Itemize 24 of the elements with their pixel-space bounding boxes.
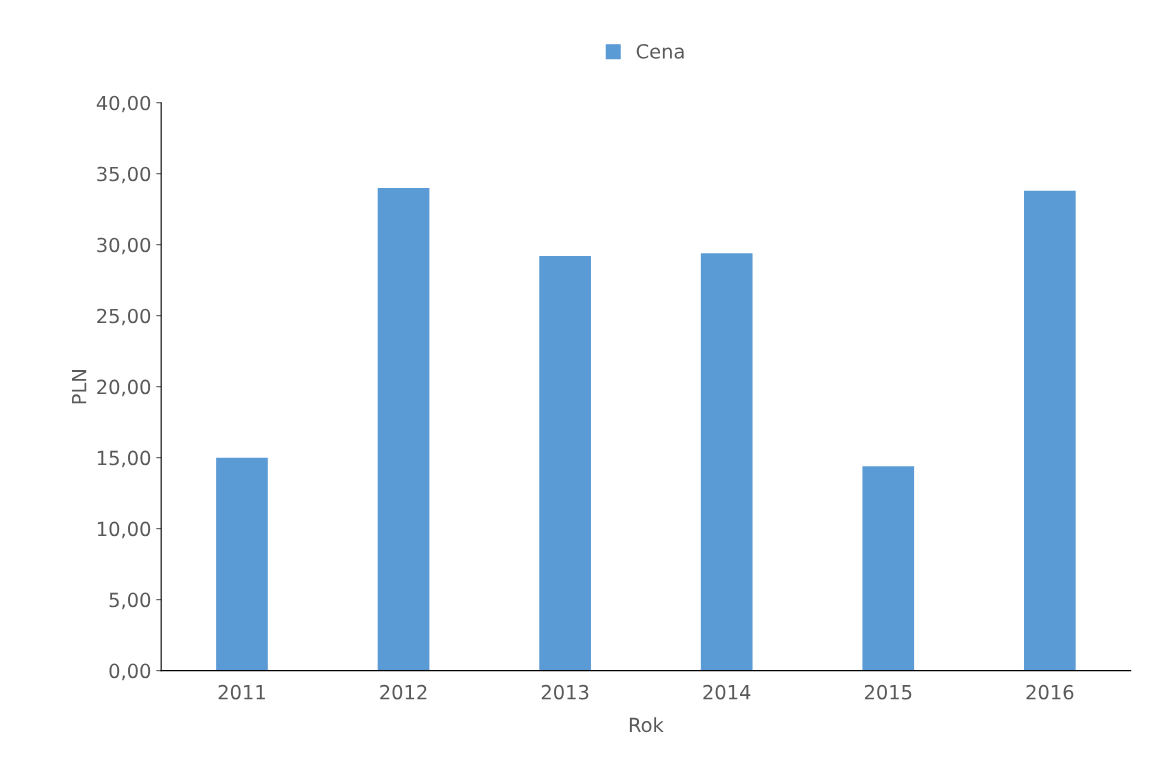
x-tick-label: 2016 (1026, 684, 1074, 700)
y-tick-label: 5,00 (109, 592, 151, 610)
y-tick-label: 10,00 (97, 521, 151, 539)
y-tick-label: 40,00 (96, 95, 151, 113)
bar (1023, 190, 1076, 671)
y-tick-label: 35,00 (97, 166, 151, 184)
y-tick-label: 20,00 (97, 379, 151, 397)
y-axis-title: PLN (72, 370, 87, 404)
bar (862, 466, 915, 671)
y-tick-label: 25,00 (97, 308, 151, 326)
x-tick-label: 2015 (864, 684, 912, 700)
bar (700, 253, 753, 671)
y-tick-label: 15,00 (97, 450, 151, 468)
x-tick-label: 2012 (380, 684, 427, 700)
y-tick-label: 30,00 (97, 237, 151, 255)
bar (539, 256, 591, 671)
bar (216, 457, 268, 671)
legend-label: Cena (636, 44, 684, 59)
x-tick-label: 2013 (541, 684, 589, 700)
x-axis-title: Rok (629, 717, 664, 733)
x-tick-label: 2011 (218, 684, 265, 700)
bar (377, 187, 430, 671)
x-tick-label: 2014 (703, 684, 751, 700)
y-tick-label: 0,00 (109, 663, 151, 681)
